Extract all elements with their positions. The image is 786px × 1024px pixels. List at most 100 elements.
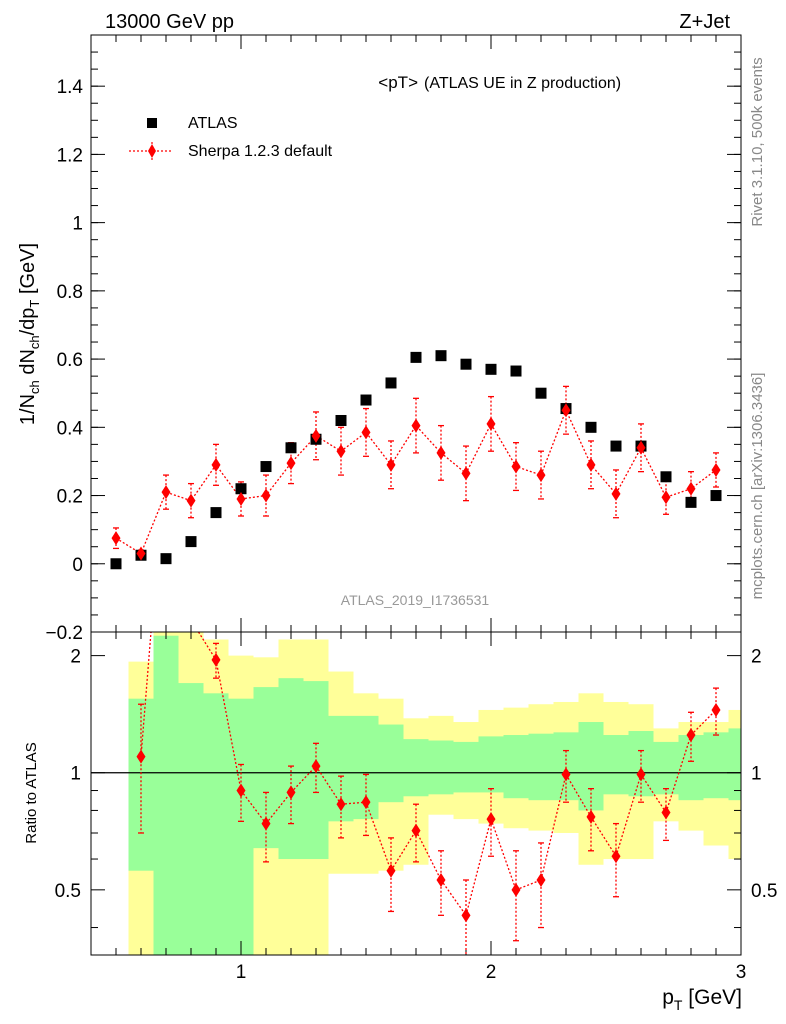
ratio-point (286, 785, 296, 800)
ratio-ytick-label-right: 1 (751, 764, 762, 785)
atlas-point (510, 365, 522, 377)
ratio-ytick-label: 1 (70, 764, 81, 785)
ratio-point (261, 816, 271, 831)
ratio-ytick-label-right: 2 (751, 647, 762, 668)
sherpa-point (561, 403, 571, 418)
ratio-ytick-label: 2 (70, 647, 81, 668)
ratio-band-inner (603, 735, 629, 795)
main-y-axis-label: 1/Nch dNch/dpT [GeV] (17, 243, 42, 425)
sherpa-point (236, 491, 246, 506)
ratio-line (490, 818, 517, 891)
ratio-series (136, 631, 721, 955)
ratio-line (665, 734, 692, 813)
ratio-point (211, 652, 221, 667)
ratio-band-inner (503, 735, 529, 799)
ratio-point (611, 849, 621, 864)
atlas-point (110, 558, 122, 570)
ratio-frame (90, 631, 742, 956)
sherpa-point (311, 428, 321, 443)
sherpa-point (511, 459, 521, 474)
ratio-point (686, 728, 696, 743)
sherpa-point (436, 445, 446, 460)
main-ytick-label: 1.2 (57, 145, 83, 166)
ratio-point (636, 767, 646, 782)
ratio-band-inner (278, 678, 304, 860)
ratio-point (236, 783, 246, 798)
legend-label-atlas: ATLAS (188, 115, 238, 132)
atlas-point (185, 536, 197, 548)
atlas-point (585, 421, 597, 433)
sherpa-point (686, 481, 696, 496)
sherpa-point (661, 490, 671, 505)
ratio-line (197, 631, 217, 661)
header-left: 13000 GeV pp (105, 11, 234, 33)
atlas-point (460, 358, 472, 370)
sherpa-point (211, 457, 221, 472)
ratio-band-inner (153, 635, 179, 955)
legend-marker-atlas (147, 118, 157, 128)
legend-marker-sherpa (148, 144, 156, 158)
atlas-point (335, 414, 347, 426)
atlas-point (360, 394, 372, 406)
ratio-band-inner (228, 698, 254, 955)
atlas-point (410, 351, 422, 363)
ratio-line (515, 879, 542, 891)
ratio-point (436, 872, 446, 887)
ratio-line (315, 765, 342, 805)
atlas-point (610, 440, 622, 452)
sherpa-point (461, 466, 471, 481)
ratio-line (140, 631, 152, 757)
ratio-line (465, 818, 492, 916)
side-label-rivet: Rivet 3.1.10, 500k events (749, 57, 766, 226)
atlas-point (160, 553, 172, 565)
sherpa-point (161, 485, 171, 500)
ratio-point (311, 759, 321, 774)
ratio-band-inner (203, 693, 229, 955)
main-ytick-label: 0.6 (57, 350, 83, 371)
main-ytick-label: 0 (72, 555, 83, 576)
sherpa-point (711, 462, 721, 477)
ratio-point (711, 702, 721, 717)
sherpa-point (586, 457, 596, 472)
ratio-band-inner (403, 739, 429, 797)
ratio-point (386, 863, 396, 878)
sherpa-point (536, 468, 546, 483)
main-ticks: −0.2 0 0.2 0.4 0.6 0.8 1 1.2 1.4 (45, 35, 742, 644)
sherpa-point (261, 488, 271, 503)
ratio-line (240, 790, 267, 824)
ratio-point (661, 805, 671, 820)
atlas-point (385, 377, 397, 389)
side-label-mcplots: mcplots.cern.ch [arXiv:1306.3436] (749, 373, 766, 600)
sherpa-point (186, 493, 196, 508)
ratio-point (461, 908, 471, 923)
x-axis-label: pT [GeV] (662, 986, 742, 1013)
atlas-point (485, 363, 497, 375)
main-ytick-label: 1 (72, 214, 83, 235)
ratio-ytick-label: 0.5 (55, 881, 81, 902)
analysis-watermark: ATLAS_2019_I1736531 (341, 592, 490, 608)
ratio-line (365, 801, 392, 871)
ratio-band-inner (453, 741, 479, 793)
x-tick-label: 1 (236, 962, 247, 983)
ratio-band-inner (178, 683, 204, 955)
legend-label-sherpa: Sherpa 1.2.3 default (188, 143, 333, 160)
sherpa-point (136, 546, 146, 561)
ratio-bands (128, 632, 741, 955)
ratio-point (511, 882, 521, 897)
x-tick-labels: 1 2 3 (236, 962, 747, 983)
sherpa-point (111, 531, 121, 546)
ratio-ytick-label-right: 0.5 (751, 881, 777, 902)
ratio-panel: 0.5 0.5 1 1 2 2 (55, 631, 777, 956)
ratio-line (415, 830, 442, 881)
ratio-point (136, 749, 146, 764)
sherpa-point (636, 440, 646, 455)
svg-text:pT [GeV]: pT [GeV] (662, 986, 742, 1013)
ratio-band-inner (653, 741, 679, 795)
sherpa-point (386, 457, 396, 472)
sherpa-point (336, 444, 346, 459)
ratio-band-inner (378, 724, 404, 803)
main-ytick-label: 0.2 (57, 487, 83, 508)
atlas-point (260, 461, 272, 473)
ratio-band-inner (728, 728, 741, 801)
